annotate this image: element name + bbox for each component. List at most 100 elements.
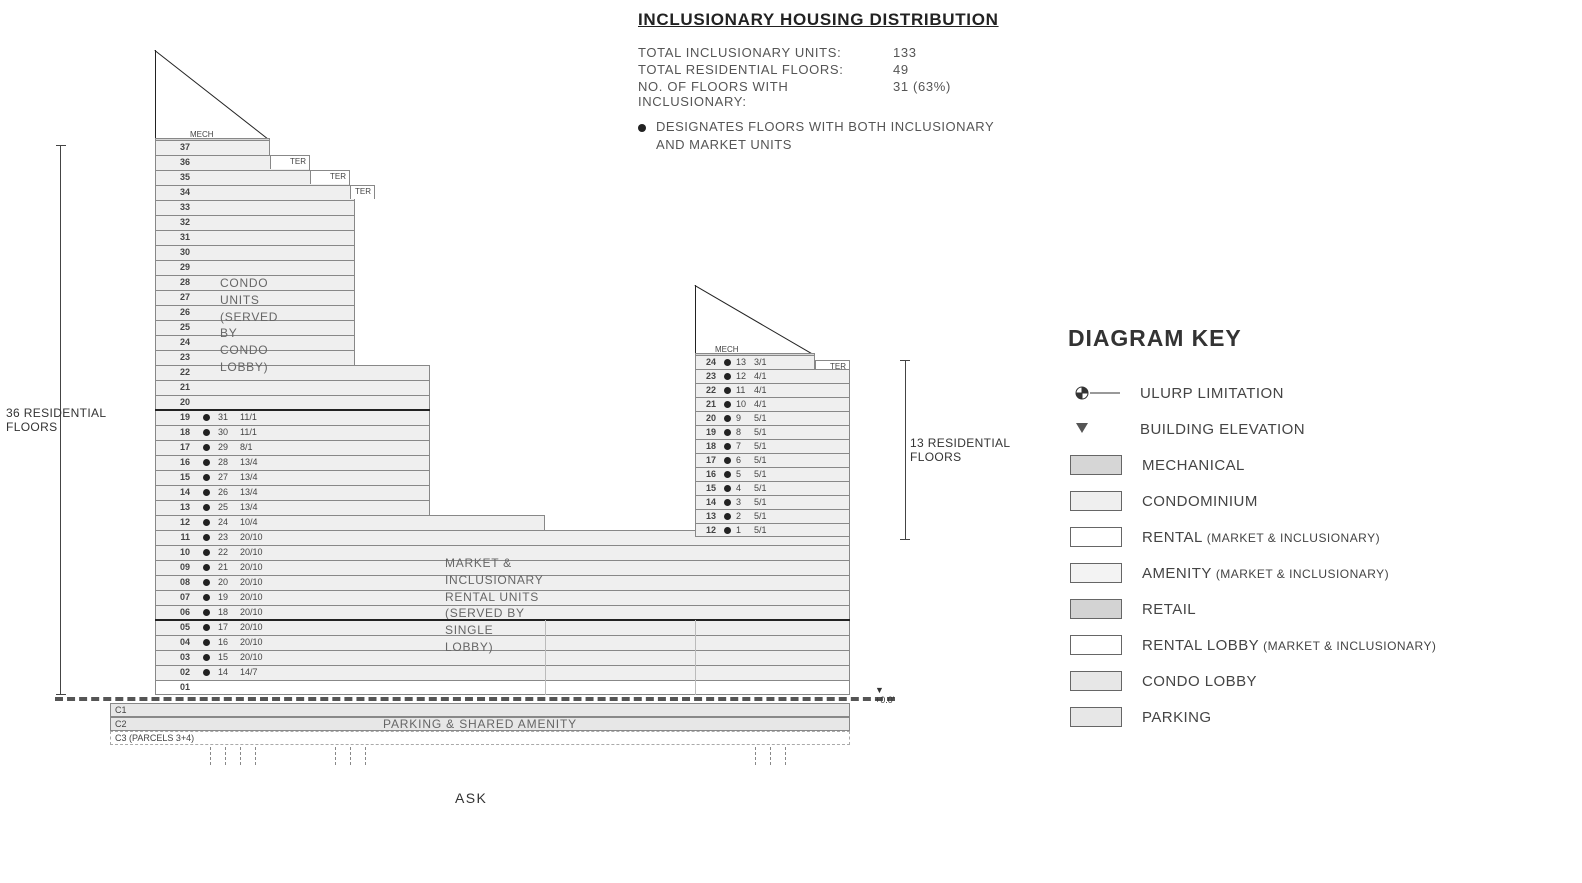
key-swatch: RENTAL(MARKET & INCLUSIONARY) — [1070, 519, 1436, 555]
floor-num: 36 — [156, 156, 196, 169]
key-swatch: PARKING — [1070, 699, 1436, 735]
inclusionary-dot-icon — [203, 594, 210, 601]
terrace: TER — [310, 170, 350, 184]
inclusionary-dot-icon — [724, 485, 731, 492]
floor-num: 10 — [156, 546, 196, 559]
floor-num: 22 — [156, 366, 196, 379]
floor-seq: 19 — [218, 591, 228, 604]
floor-num: 23 — [156, 351, 196, 364]
floor-num: 06 — [156, 606, 196, 619]
floor-num: 21 — [696, 398, 722, 411]
inclusionary-dot-icon — [203, 579, 210, 586]
inclusionary-dot-icon — [724, 471, 731, 478]
floor-row: 29 — [155, 260, 355, 275]
floor-row: 1655/1 — [695, 467, 850, 481]
floor-ratio: 20/10 — [240, 621, 263, 634]
floor-ratio: 13/4 — [240, 471, 258, 484]
floor-seq: 30 — [218, 426, 228, 439]
floor-row: 193111/1 — [155, 410, 430, 425]
elev-zero: +0.0' — [875, 695, 895, 705]
parking-label: PARKING & SHARED AMENITY — [383, 717, 577, 731]
floor-num: 05 — [156, 621, 196, 634]
floor-seq: 11 — [736, 384, 745, 397]
inclusionary-dot-icon — [203, 489, 210, 496]
floor-row: 37 — [155, 140, 270, 155]
floor-num: 31 — [156, 231, 196, 244]
key-symbol: BUILDING ELEVATION — [1070, 411, 1436, 447]
floor-row: 23124/1 — [695, 369, 850, 383]
floor-row: 183011/1 — [155, 425, 430, 440]
floor-ratio: 5/1 — [754, 454, 767, 467]
floor-num: 27 — [156, 291, 196, 304]
floor-row: 082020/10 — [155, 575, 850, 590]
key-label: ULURP LIMITATION — [1140, 385, 1284, 402]
floor-row: 34 — [155, 185, 355, 200]
floor-num: 33 — [156, 201, 196, 214]
floor-num: 13 — [696, 510, 722, 523]
floor-num: 12 — [696, 524, 722, 537]
floor-seq: 24 — [218, 516, 228, 529]
floor-row: 031520/10 — [155, 650, 850, 665]
floor-num: 22 — [696, 384, 722, 397]
floor-ratio: 20/10 — [240, 636, 263, 649]
key-symbol: ULURP LIMITATION — [1070, 375, 1436, 411]
floor-seq: 22 — [218, 546, 228, 559]
floor-num: 04 — [156, 636, 196, 649]
diagram-key: ULURP LIMITATION BUILDING ELEVATION MECHAN… — [1070, 375, 1436, 735]
floor-row: 092120/10 — [155, 560, 850, 575]
stat-label: TOTAL INCLUSIONARY UNITS: — [638, 45, 893, 60]
floor-row: 041620/10 — [155, 635, 850, 650]
key-label: RENTAL(MARKET & INCLUSIONARY) — [1142, 529, 1380, 546]
floor-seq: 15 — [218, 651, 228, 664]
floor-row: 23 — [155, 350, 355, 365]
inclusionary-dot-icon — [203, 639, 210, 646]
floor-ratio: 10/4 — [240, 516, 258, 529]
key-swatch: CONDOMINIUM — [1070, 483, 1436, 519]
floor-ratio: 5/1 — [754, 496, 767, 509]
floor-seq: 29 — [218, 441, 228, 454]
floor-row: 1545/1 — [695, 481, 850, 495]
floor-seq: 10 — [736, 398, 746, 411]
key-label: CONDO LOBBY — [1142, 673, 1257, 690]
basement-tag: C2 — [115, 719, 127, 729]
basement-tag: C1 — [115, 705, 127, 715]
floor-ratio: 14/7 — [240, 666, 258, 679]
floor-ratio: 5/1 — [754, 440, 767, 453]
dim-left-label: 36 RESIDENTIAL FLOORS — [6, 406, 126, 434]
floor-row: 25 — [155, 320, 355, 335]
key-label: MECHANICAL — [1142, 457, 1245, 474]
inclusionary-dot-icon — [203, 504, 210, 511]
floor-row: 26 — [155, 305, 355, 320]
floor-seq: 14 — [218, 666, 228, 679]
key-swatch: RETAIL — [1070, 591, 1436, 627]
floor-row: 122410/4 — [155, 515, 545, 530]
floor-num: 25 — [156, 321, 196, 334]
floor-num: 18 — [696, 440, 722, 453]
floor-num: 03 — [156, 651, 196, 664]
key-label: RENTAL LOBBY(MARKET & INCLUSIONARY) — [1142, 637, 1436, 654]
floor-row: 1875/1 — [695, 439, 850, 453]
floor-row: 1985/1 — [695, 425, 850, 439]
floor-seq: 25 — [218, 501, 228, 514]
floor-num: 15 — [696, 482, 722, 495]
floor-ratio: 20/10 — [240, 531, 263, 544]
floor-ratio: 20/10 — [240, 561, 263, 574]
floor-seq: 5 — [736, 468, 741, 481]
floor-row: 22114/1 — [695, 383, 850, 397]
floor-num: 37 — [156, 141, 196, 154]
inclusionary-dot-icon — [203, 609, 210, 616]
floor-num: 28 — [156, 276, 196, 289]
key-label: BUILDING ELEVATION — [1140, 421, 1305, 438]
floor-seq: 3 — [736, 496, 741, 509]
floor-num: 02 — [156, 666, 196, 679]
floor-ratio: 5/1 — [754, 412, 767, 425]
inclusionary-dot-icon — [724, 527, 731, 534]
floor-num: 24 — [156, 336, 196, 349]
gridline — [770, 747, 772, 765]
floor-seq: 9 — [736, 412, 741, 425]
floor-seq: 26 — [218, 486, 228, 499]
floor-row: 1435/1 — [695, 495, 850, 509]
floor-row: 1765/1 — [695, 453, 850, 467]
floor-seq: 17 — [218, 621, 228, 634]
floor-row: 102220/10 — [155, 545, 850, 560]
